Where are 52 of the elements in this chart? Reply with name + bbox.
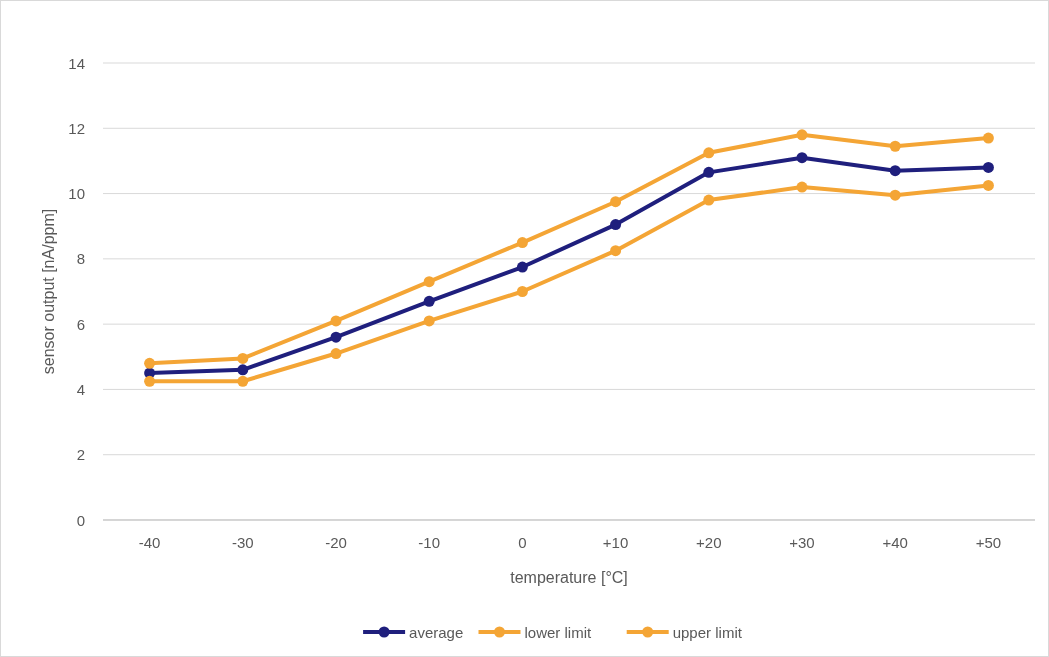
point (982, 161, 994, 173)
point (237, 375, 249, 387)
point (889, 189, 901, 201)
x-tick-label: +20 (696, 534, 722, 551)
x-tick-label: -10 (418, 534, 441, 551)
y-tick-label: 0 (76, 511, 85, 529)
point (237, 364, 249, 376)
point (796, 129, 808, 141)
point (796, 181, 808, 193)
point (889, 165, 901, 177)
y-tick-label: 6 (76, 315, 85, 333)
point (610, 219, 622, 231)
point (610, 245, 622, 257)
x-tick-label: +10 (602, 534, 629, 551)
x-tick-label: -40 (138, 534, 161, 551)
point (516, 237, 528, 249)
x-tick-label: +50 (975, 534, 1002, 551)
point (703, 147, 715, 159)
point (516, 286, 528, 297)
point (703, 194, 715, 206)
point (982, 132, 994, 144)
x-tick-label: -30 (231, 534, 254, 551)
point (144, 357, 156, 369)
point (144, 375, 156, 387)
y-tick-label: 2 (76, 446, 85, 464)
point (423, 315, 435, 327)
point (889, 140, 901, 152)
y-tick-label: 8 (76, 250, 85, 268)
point (330, 315, 342, 327)
point (423, 295, 435, 307)
point (237, 352, 249, 364)
point (330, 331, 342, 343)
point (610, 196, 622, 208)
point (796, 152, 808, 164)
y-tick-label: 12 (68, 119, 85, 137)
y-tick-label: 14 (68, 54, 85, 72)
point (703, 166, 715, 178)
x-tick-label: -20 (325, 534, 347, 551)
y-tick-label: 4 (76, 380, 85, 398)
legend-label: upper limit (672, 623, 743, 641)
point (423, 276, 435, 288)
x-tick-label: 0 (518, 534, 527, 551)
point (516, 261, 528, 273)
point (330, 348, 342, 360)
legend-label: lower limit (524, 623, 592, 641)
y-tick-label: 10 (68, 185, 85, 203)
x-tick-label: +30 (789, 534, 815, 551)
y-axis-title: sensor output [nA/ppm] (40, 208, 57, 375)
x-tick-label: +40 (882, 534, 908, 551)
x-axis-title: temperature [°C] (510, 569, 628, 586)
legend-label: average (409, 623, 464, 641)
point (982, 179, 994, 191)
